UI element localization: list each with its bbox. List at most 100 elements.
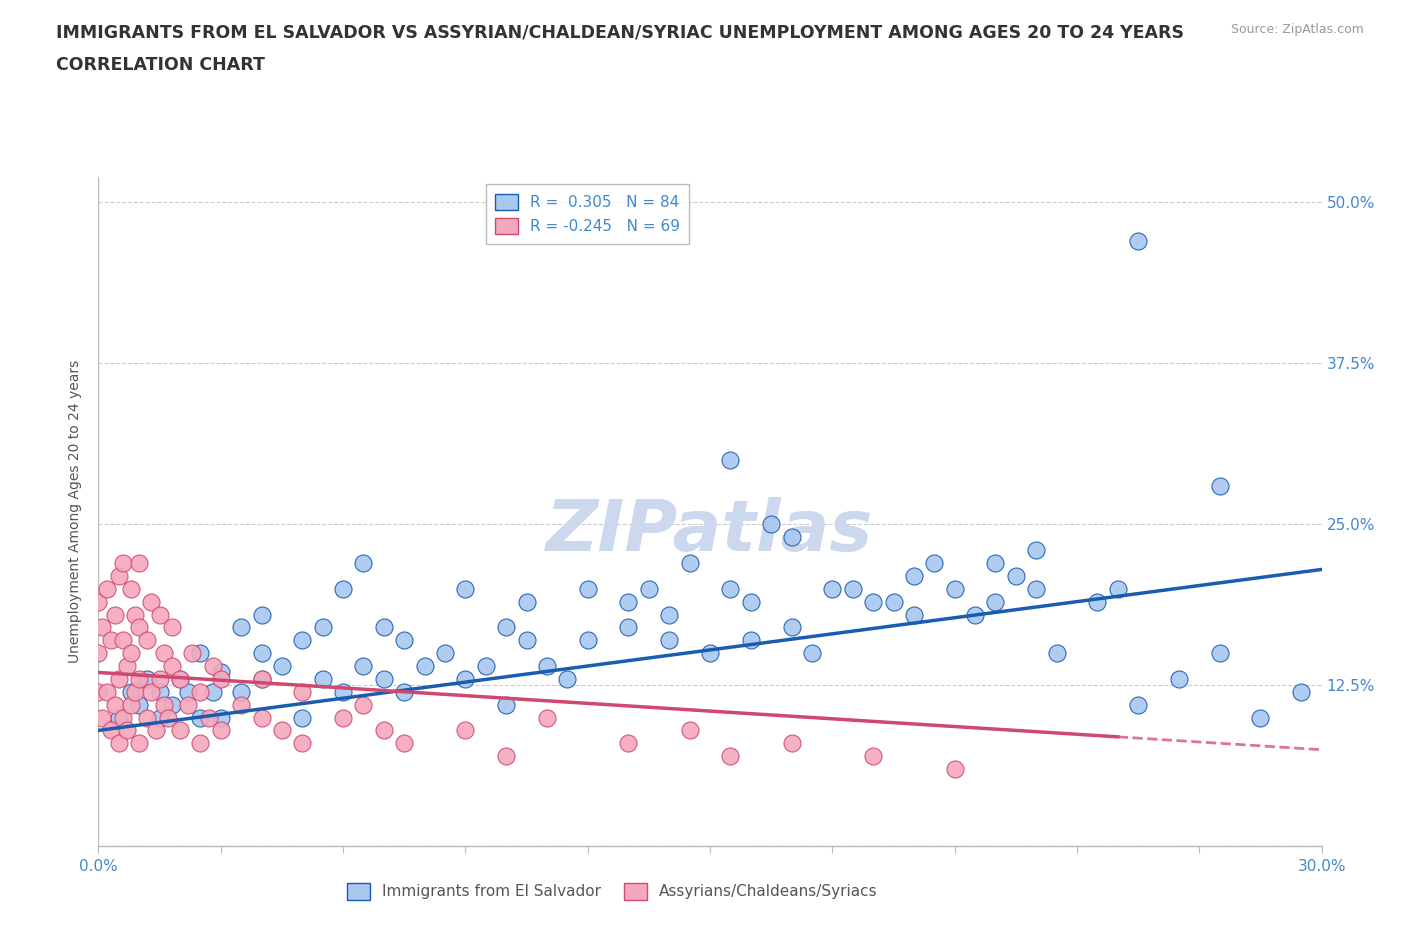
Point [104,607,127,622]
Point [1128,698,1150,712]
Point [209,671,232,686]
Point [943,762,966,777]
Point [197,711,219,725]
Point [96,581,118,596]
Point [291,736,314,751]
Point [111,711,134,725]
Point [250,607,273,622]
Point [658,632,681,647]
Point [141,594,163,609]
Point [312,671,335,686]
Point [801,645,824,660]
Text: IMMIGRANTS FROM EL SALVADOR VS ASSYRIAN/CHALDEAN/SYRIAC UNEMPLOYMENT AMONG AGES : IMMIGRANTS FROM EL SALVADOR VS ASSYRIAN/… [56,23,1184,41]
Point [1209,478,1232,493]
Point [699,645,721,660]
Point [679,723,702,737]
Point [291,632,314,647]
Point [91,711,114,725]
Point [516,594,538,609]
Point [474,658,498,673]
Point [617,594,640,609]
Point [160,658,183,673]
Point [434,645,457,660]
Point [136,671,159,686]
Point [250,671,273,686]
Point [332,711,354,725]
Point [516,632,538,647]
Point [761,517,783,532]
Point [149,684,172,699]
Point [120,581,142,596]
Point [87,594,110,609]
Point [1045,645,1069,660]
Point [201,684,224,699]
Point [152,645,174,660]
Point [270,658,294,673]
Point [291,684,314,699]
Point [100,632,122,647]
Point [903,568,925,583]
Point [1167,671,1189,686]
Point [108,711,131,725]
Point [156,711,179,725]
Point [557,671,579,686]
Point [352,698,374,712]
Point [201,658,224,673]
Point [576,581,599,596]
Point [149,711,172,725]
Point [115,723,138,737]
Point [536,658,558,673]
Point [1209,645,1232,660]
Point [128,698,150,712]
Point [188,684,212,699]
Text: ZIPatlas: ZIPatlas [547,498,873,566]
Point [1025,581,1047,596]
Point [780,620,803,635]
Point [100,723,122,737]
Point [111,555,134,570]
Point [821,581,844,596]
Point [454,581,477,596]
Point [128,671,150,686]
Point [231,684,253,699]
Point [720,581,742,596]
Point [1291,684,1313,699]
Point [209,665,232,680]
Point [536,711,558,725]
Point [658,607,681,622]
Point [209,723,232,737]
Point [209,711,232,725]
Point [1085,594,1108,609]
Point [495,620,517,635]
Point [373,620,395,635]
Point [454,723,477,737]
Point [250,671,273,686]
Point [392,632,416,647]
Point [177,698,200,712]
Point [392,736,416,751]
Point [984,555,1007,570]
Point [141,684,163,699]
Point [120,645,142,660]
Point [188,645,212,660]
Point [250,645,273,660]
Point [152,698,174,712]
Point [104,698,127,712]
Point [841,581,863,596]
Point [231,698,253,712]
Point [617,736,640,751]
Point [984,594,1007,609]
Point [120,698,142,712]
Point [780,736,803,751]
Point [96,684,118,699]
Point [903,607,925,622]
Point [720,453,742,468]
Point [128,555,150,570]
Point [87,684,110,699]
Point [250,711,273,725]
Point [638,581,661,596]
Point [111,632,134,647]
Point [128,620,150,635]
Point [1004,568,1026,583]
Point [120,684,142,699]
